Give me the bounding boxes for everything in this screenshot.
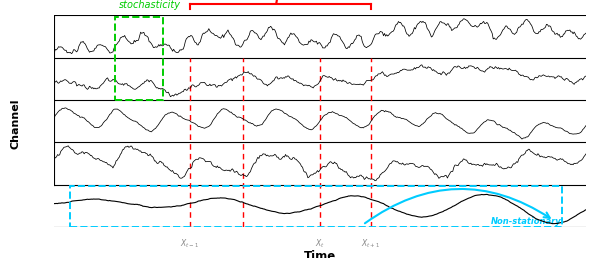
Text: $X_{t}$: $X_{t}$ [315, 238, 325, 250]
Text: stochasticity: stochasticity [119, 0, 181, 10]
Bar [70, 186, 562, 227]
Text: $X_{t-1}$: $X_{t-1}$ [181, 238, 199, 250]
Text: Channel: Channel [10, 99, 20, 149]
Bar [115, 17, 163, 100]
Text: Temporal: Temporal [248, 0, 313, 3]
Text: $X_{t+1}$: $X_{t+1}$ [361, 238, 380, 250]
Text: Non-stationary: Non-stationary [491, 217, 562, 226]
Text: Time: Time [304, 250, 336, 258]
